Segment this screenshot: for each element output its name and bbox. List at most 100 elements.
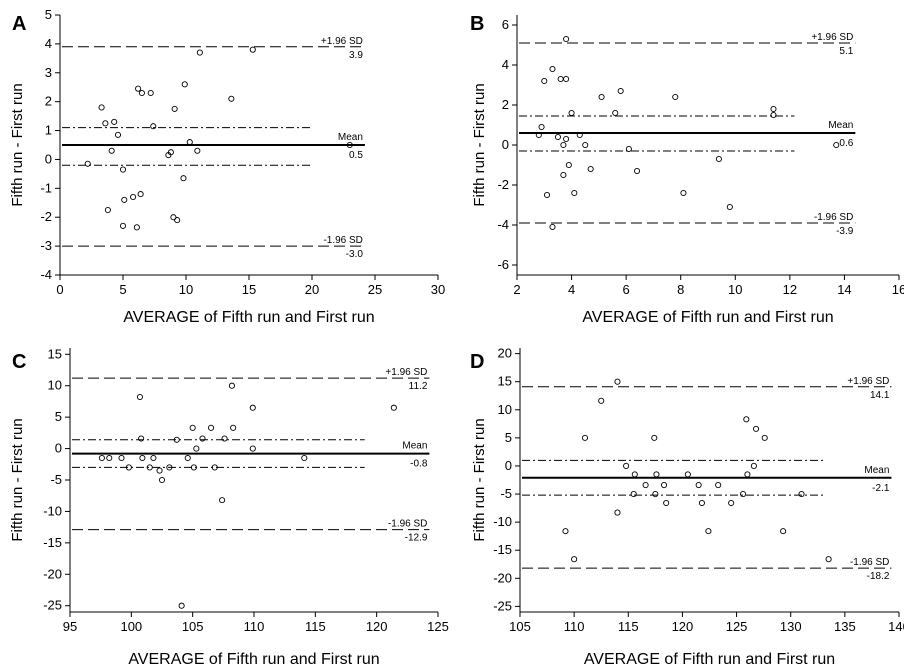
x-axis-label: AVERAGE of Fifth run and First run	[123, 309, 374, 326]
x-tick-label: 10	[728, 282, 742, 297]
data-point	[684, 471, 691, 478]
lower-limit-value: -3.9	[836, 226, 854, 237]
lower-limit-value: -12.9	[405, 533, 428, 544]
y-tick-label: 6	[502, 17, 509, 32]
data-point	[230, 424, 237, 431]
mean-tag: Mean	[338, 132, 363, 143]
data-point	[167, 149, 174, 156]
y-tick-label: 2	[45, 94, 52, 109]
data-point	[705, 528, 712, 535]
y-tick-label: -3	[40, 238, 52, 253]
y-tick-label: -15	[43, 535, 62, 550]
data-point	[211, 464, 218, 471]
data-point	[249, 404, 256, 411]
data-point	[146, 464, 153, 471]
data-point	[118, 454, 125, 462]
data-point	[614, 378, 621, 385]
data-point	[744, 471, 751, 478]
panel-letter: A	[12, 13, 26, 35]
data-point	[753, 425, 760, 432]
data-point	[563, 75, 570, 83]
mean-value: 0.5	[349, 150, 363, 161]
x-tick-label: 16	[892, 282, 904, 297]
upper-limit-value: 5.1	[839, 46, 853, 57]
data-point	[715, 482, 722, 489]
y-tick-label: 10	[498, 402, 512, 417]
data-point	[663, 499, 670, 507]
data-point	[549, 223, 556, 231]
x-tick-label: 115	[305, 619, 326, 634]
data-point	[617, 87, 624, 95]
x-tick-label: 110	[564, 619, 585, 634]
data-point	[630, 490, 637, 498]
data-point	[196, 49, 203, 56]
y-tick-label: -5	[50, 472, 62, 487]
data-point	[728, 499, 735, 507]
x-tick-label: 120	[672, 619, 694, 634]
data-point	[138, 89, 145, 97]
y-tick-label: -2	[40, 209, 52, 224]
data-point	[642, 482, 649, 489]
data-point	[186, 139, 193, 146]
data-point	[653, 471, 660, 478]
data-point	[557, 75, 564, 83]
y-tick-label: 15	[48, 346, 62, 361]
y-tick-label: -25	[493, 598, 512, 613]
data-point	[535, 131, 542, 139]
x-tick-label: 12	[783, 282, 797, 297]
data-point	[150, 454, 157, 462]
x-tick-label: 15	[242, 282, 256, 297]
lower-limit-tag: -1.96 SD	[323, 235, 362, 246]
y-tick-label: 0	[45, 151, 52, 166]
y-tick-label: 0	[502, 137, 509, 152]
data-point	[194, 147, 201, 154]
data-point	[249, 46, 256, 53]
data-point	[106, 454, 113, 462]
y-tick-label: -10	[43, 503, 62, 518]
y-tick-label: -2	[497, 177, 509, 192]
data-point	[171, 105, 178, 112]
upper-limit-tag: +1.96 SD	[811, 32, 853, 43]
x-tick-label: 115	[618, 619, 639, 634]
data-point	[193, 445, 200, 452]
data-point	[221, 435, 228, 442]
y-tick-label: -20	[43, 566, 62, 581]
data-point	[651, 434, 658, 441]
y-tick-label: 2	[502, 97, 509, 112]
mean-value: -2.1	[872, 483, 890, 494]
data-point	[114, 131, 122, 138]
data-point	[301, 454, 308, 462]
data-point	[740, 490, 747, 498]
data-point	[576, 131, 583, 139]
mean-value: 0.6	[839, 138, 853, 149]
data-point	[560, 141, 567, 149]
data-point	[135, 85, 142, 92]
data-point	[598, 93, 605, 101]
x-tick-label: 125	[726, 619, 748, 634]
y-tick-label: 5	[55, 409, 62, 424]
x-tick-label: 10	[179, 282, 193, 297]
data-point	[170, 214, 177, 221]
data-point	[130, 193, 137, 201]
data-point	[680, 189, 687, 197]
panel-letter: D	[470, 351, 484, 373]
x-tick-label: 4	[568, 282, 575, 297]
data-point	[554, 133, 561, 141]
data-point	[560, 171, 567, 179]
data-point	[582, 141, 589, 149]
data-point	[660, 482, 668, 489]
x-tick-label: 30	[431, 282, 445, 297]
y-tick-label: 3	[45, 65, 52, 80]
data-point	[184, 454, 191, 462]
data-point	[98, 104, 105, 111]
x-tick-label: 5	[119, 282, 126, 297]
data-point	[219, 497, 226, 504]
mean-tag: Mean	[402, 441, 427, 452]
data-point	[770, 105, 777, 113]
data-point	[104, 206, 111, 214]
data-point	[156, 467, 163, 474]
data-point	[190, 464, 197, 471]
data-point	[750, 462, 757, 470]
upper-limit-value: 3.9	[349, 50, 363, 61]
